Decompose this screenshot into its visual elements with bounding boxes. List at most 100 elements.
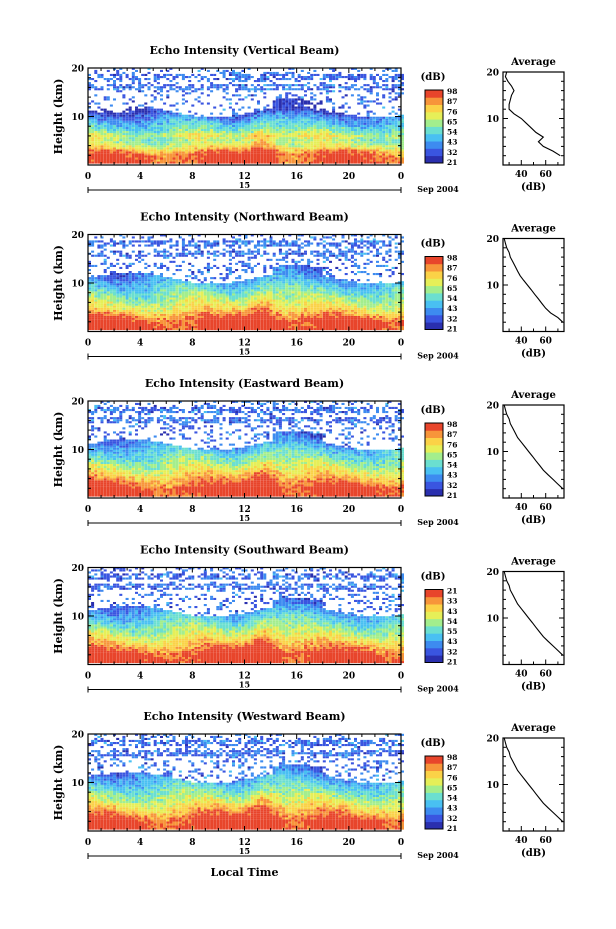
colorbar-swatch xyxy=(425,134,443,142)
colorbar-swatch xyxy=(425,156,443,164)
colorbar-label: 65 xyxy=(447,284,457,293)
y-axis-label: Height (km) xyxy=(52,412,65,488)
colorbar-label: 43 xyxy=(447,471,457,480)
colorbar-label: 21 xyxy=(447,325,457,334)
colorbar-label: 21 xyxy=(447,824,457,833)
x-tick-label: 0 xyxy=(85,172,91,182)
colorbar-swatch xyxy=(425,619,443,627)
average-title: Average xyxy=(510,390,556,401)
colorbar-swatch xyxy=(425,148,443,156)
colorbar-swatch xyxy=(425,264,443,272)
colorbar-swatch xyxy=(425,481,443,489)
colorbar-label: 21 xyxy=(447,158,457,167)
average-frame xyxy=(503,239,564,332)
average-x-tick-label: 40 xyxy=(515,836,528,846)
colorbar-label: 54 xyxy=(447,294,457,303)
colorbar-swatch xyxy=(425,460,443,468)
colorbar-swatch xyxy=(425,430,443,438)
x-tick-label: 4 xyxy=(137,838,143,848)
colorbar-swatch xyxy=(425,641,443,649)
colorbar-title: (dB) xyxy=(421,405,446,416)
x-tick-label: 16 xyxy=(290,172,303,182)
colorbar-swatch xyxy=(425,771,443,779)
y-tick-label: 20 xyxy=(71,398,84,408)
average-x-label: (dB) xyxy=(521,515,546,526)
heatmap-cells xyxy=(88,234,404,330)
colorbar-swatch xyxy=(425,633,443,641)
x-tick-label: 8 xyxy=(189,172,195,182)
panel-title: Echo Intensity (Northward Beam) xyxy=(140,211,349,224)
average-frame xyxy=(503,738,564,831)
colorbar-label: 76 xyxy=(447,274,457,283)
average-x-label: (dB) xyxy=(521,682,546,693)
y-tick-label: 10 xyxy=(71,779,84,789)
x-tick-label: 4 xyxy=(137,172,143,182)
colorbar-label: 43 xyxy=(447,607,457,616)
average-x-label: (dB) xyxy=(521,349,546,360)
average-y-tick-label: 20 xyxy=(486,735,499,745)
y-tick-label: 20 xyxy=(71,731,84,741)
average-x-tick-label: 40 xyxy=(515,503,528,513)
colorbar-swatch xyxy=(425,119,443,127)
x-tick-label: 0 xyxy=(398,339,404,349)
x-tick-label: 20 xyxy=(343,838,356,848)
average-y-tick-label: 20 xyxy=(486,568,499,578)
colorbar-swatch xyxy=(425,590,443,598)
colorbar-swatch xyxy=(425,756,443,764)
panel-title: Echo Intensity (Vertical Beam) xyxy=(149,44,339,57)
panel-title: Echo Intensity (Eastward Beam) xyxy=(145,377,344,390)
y-tick-label: 20 xyxy=(71,231,84,241)
colorbar-swatch xyxy=(425,141,443,149)
colorbar-label: 54 xyxy=(447,794,457,803)
x-tick-label: 0 xyxy=(85,339,91,349)
colorbar-swatch xyxy=(425,112,443,120)
colorbar-swatch xyxy=(425,648,443,656)
colorbar-label: 87 xyxy=(447,97,457,106)
colorbar-label: 65 xyxy=(447,117,457,126)
colorbar-label: 32 xyxy=(447,481,457,490)
x-tick-label: 20 xyxy=(343,172,356,182)
colorbar-swatch xyxy=(425,807,443,815)
average-y-tick-label: 10 xyxy=(486,448,499,458)
x-tick-label: 4 xyxy=(137,339,143,349)
month-label: Sep 2004 xyxy=(417,184,459,194)
colorbar-swatch xyxy=(425,597,443,605)
colorbar-title: (dB) xyxy=(421,572,446,583)
x-tick-label: 0 xyxy=(398,838,404,848)
colorbar-swatch xyxy=(425,286,443,294)
colorbar-swatch xyxy=(425,474,443,482)
colorbar-swatch xyxy=(425,127,443,135)
x-axis-label: Local Time xyxy=(211,866,279,879)
heatmap-cells xyxy=(88,401,404,497)
colorbar-swatch xyxy=(425,467,443,475)
average-profile-line xyxy=(505,72,560,156)
average-x-tick-label: 60 xyxy=(539,670,552,680)
colorbar-label: 98 xyxy=(447,254,457,263)
colorbar-swatch xyxy=(425,604,443,612)
colorbar-label: 98 xyxy=(447,753,457,762)
day-label: 15 xyxy=(239,846,250,856)
y-tick-label: 20 xyxy=(71,65,84,75)
colorbar-swatch xyxy=(425,423,443,431)
colorbar-label: 54 xyxy=(447,128,457,137)
colorbar-label: 87 xyxy=(447,763,457,772)
x-tick-label: 20 xyxy=(343,505,356,515)
colorbar-title: (dB) xyxy=(421,738,446,749)
colorbar-title: (dB) xyxy=(421,239,446,250)
month-label: Sep 2004 xyxy=(417,351,459,361)
heatmap-cells xyxy=(88,68,404,164)
x-tick-label: 16 xyxy=(290,838,303,848)
average-profile-line xyxy=(504,738,563,822)
colorbar-swatch xyxy=(425,438,443,446)
colorbar-swatch xyxy=(425,278,443,286)
y-tick-label: 20 xyxy=(71,564,84,574)
day-label: 15 xyxy=(239,680,250,690)
colorbar-swatch xyxy=(425,293,443,301)
day-label: 15 xyxy=(239,180,250,190)
x-tick-label: 8 xyxy=(189,505,195,515)
average-title: Average xyxy=(510,224,556,235)
average-profile-line xyxy=(504,239,563,323)
average-y-tick-label: 20 xyxy=(486,235,499,245)
average-x-label: (dB) xyxy=(521,848,546,859)
x-tick-label: 20 xyxy=(343,339,356,349)
